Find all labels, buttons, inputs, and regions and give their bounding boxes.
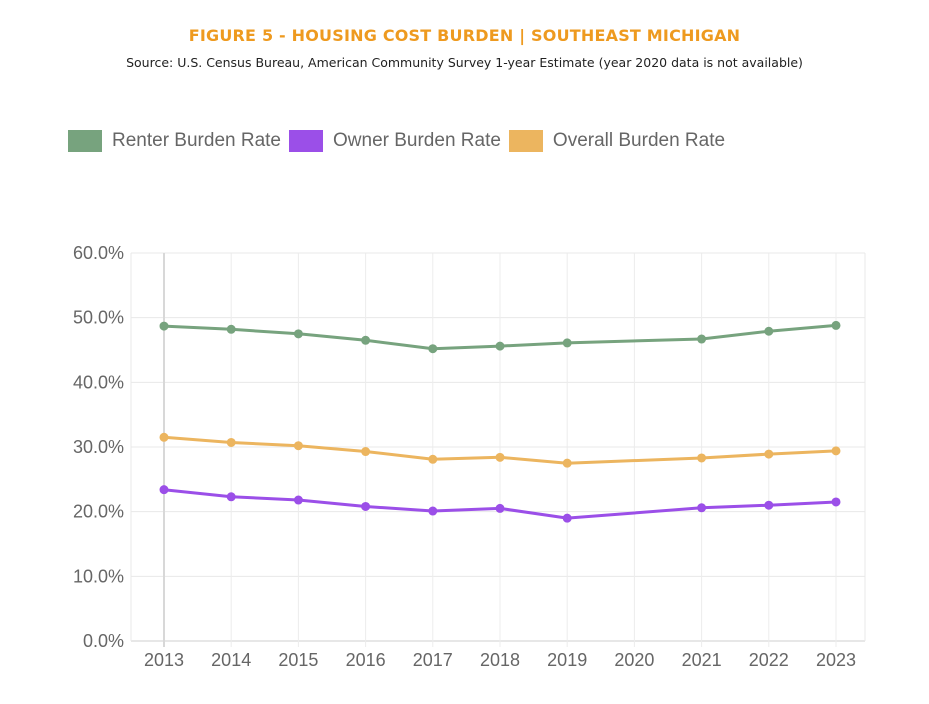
data-point — [831, 320, 841, 330]
series-line-2 — [162, 435, 838, 465]
y-tick-label: 40.0% — [73, 372, 124, 392]
y-tick-label: 0.0% — [83, 631, 124, 651]
x-tick-label: 2022 — [749, 650, 789, 670]
data-point — [293, 495, 303, 505]
data-point — [562, 458, 572, 468]
x-tick-label: 2015 — [278, 650, 318, 670]
data-point — [428, 344, 438, 354]
y-tick-label: 50.0% — [73, 308, 124, 328]
x-tick-label: 2021 — [682, 650, 722, 670]
data-point — [226, 324, 236, 334]
x-tick-label: 2020 — [614, 650, 654, 670]
legend-swatch-renter — [68, 130, 102, 152]
data-point — [831, 446, 841, 456]
data-point — [495, 452, 505, 462]
data-point — [428, 454, 438, 464]
data-point — [764, 449, 774, 459]
data-point — [831, 497, 841, 507]
data-point — [562, 338, 572, 348]
legend-swatch-owner — [289, 130, 323, 152]
x-tick-label: 2013 — [144, 650, 184, 670]
legend-label-owner: Owner Burden Rate — [333, 130, 501, 151]
legend-label-renter: Renter Burden Rate — [112, 130, 281, 151]
data-point — [697, 503, 707, 513]
x-tick-label: 2014 — [211, 650, 251, 670]
legend-label-overall: Overall Burden Rate — [552, 130, 726, 151]
x-tick-label: 2023 — [816, 650, 856, 670]
data-point — [495, 503, 505, 513]
data-point — [764, 500, 774, 510]
data-point — [293, 441, 303, 451]
data-point — [495, 341, 505, 351]
x-tick-label: 2016 — [346, 650, 386, 670]
y-tick-label: 30.0% — [73, 437, 124, 457]
data-point — [764, 326, 774, 336]
x-tick-label: 2019 — [547, 650, 587, 670]
legend-item-renter[interactable]: Renter Burden Rate — [68, 130, 281, 152]
data-point — [226, 437, 236, 447]
data-point — [697, 453, 707, 463]
data-point — [428, 506, 438, 516]
data-point — [562, 513, 572, 523]
chart-subtitle: Source: U.S. Census Bureau, American Com… — [126, 55, 803, 70]
data-point — [159, 485, 169, 495]
data-point — [697, 334, 707, 344]
y-tick-label: 10.0% — [73, 566, 124, 586]
series-line-1 — [162, 488, 838, 520]
data-point — [361, 501, 371, 511]
data-point — [361, 447, 371, 457]
legend-item-overall[interactable]: Overall Burden Rate — [508, 130, 726, 152]
data-point — [226, 492, 236, 502]
legend-item-owner[interactable]: Owner Burden Rate — [289, 130, 501, 152]
y-tick-label: 20.0% — [73, 502, 124, 522]
y-tick-label: 60.0% — [73, 243, 124, 263]
data-point — [159, 432, 169, 442]
legend-swatch-overall — [508, 130, 543, 152]
data-point — [159, 321, 169, 331]
legend: Renter Burden Rate Owner Burden Rate Ove… — [68, 128, 733, 154]
series-line-0 — [162, 323, 838, 351]
data-point — [293, 329, 303, 339]
x-tick-label: 2018 — [480, 650, 520, 670]
chart-title: FIGURE 5 - HOUSING COST BURDEN | SOUTHEA… — [188, 26, 741, 45]
data-point — [361, 335, 371, 345]
x-tick-label: 2017 — [413, 650, 453, 670]
